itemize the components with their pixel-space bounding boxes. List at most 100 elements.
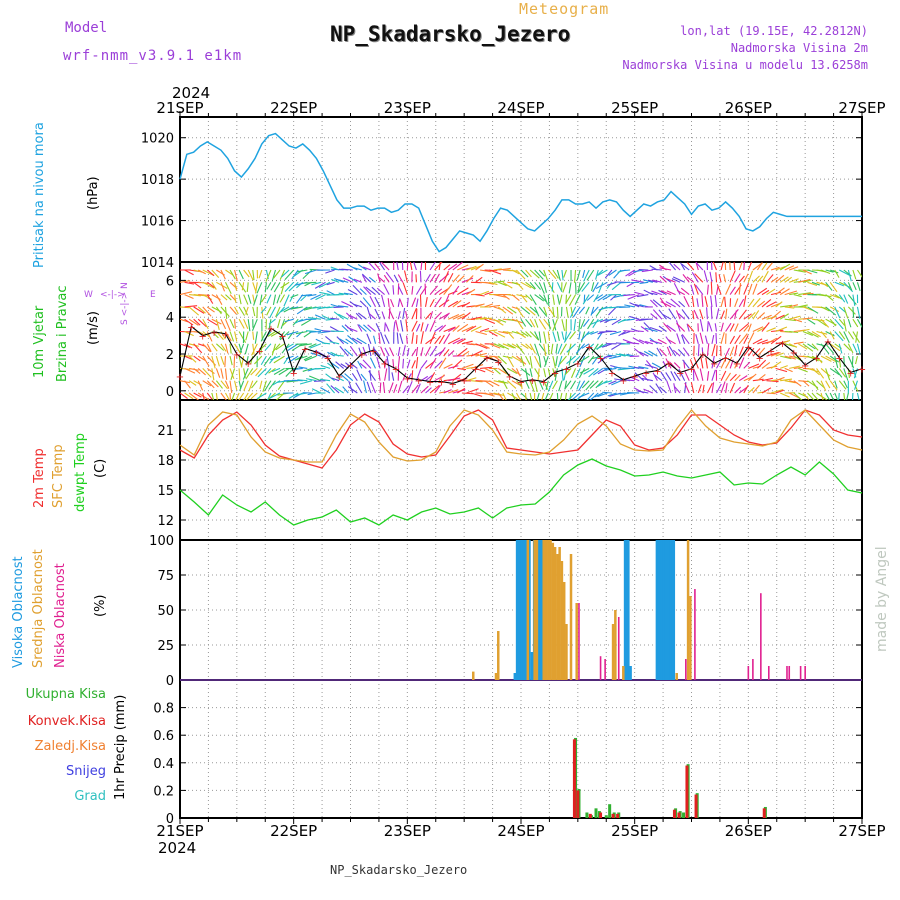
wind-arrow (673, 371, 681, 382)
wind-arrow (497, 367, 508, 375)
wind-arrow (673, 362, 681, 369)
wind-arrow (497, 306, 507, 314)
wind-arrow (365, 286, 376, 296)
low-cloud-bar (804, 666, 806, 680)
wind-arrow (843, 343, 851, 351)
wind-arrow (856, 318, 862, 329)
wind-arrow (825, 294, 834, 301)
wind-arrow (605, 318, 617, 321)
wind-arrow (302, 269, 313, 280)
wind-arrow (556, 269, 561, 281)
wind-arrow (308, 316, 322, 320)
wind-arrow (608, 269, 617, 276)
wind-arrow (599, 318, 608, 323)
wind-arrow (329, 326, 340, 332)
wind-arrow (351, 372, 358, 382)
wind-arrow (643, 388, 654, 394)
wind-arrow (397, 311, 401, 320)
wind-arrow (766, 262, 773, 271)
wind-arrow (452, 325, 460, 332)
wind-arrow (846, 392, 849, 400)
wind-arrow (340, 373, 349, 382)
wind-arrow (272, 380, 281, 386)
wind-speed-marker: + (721, 354, 729, 365)
wind-arrow (847, 269, 852, 282)
wind-arrow (720, 370, 727, 381)
wind-arrow (353, 303, 363, 308)
wind-arrow (434, 273, 440, 283)
wind-arrow (802, 292, 814, 296)
wind-arrow (238, 306, 245, 316)
wind-arrow (331, 278, 340, 283)
wind-arrow (497, 392, 505, 400)
wind-arrow (665, 372, 672, 381)
wind-arrow (180, 343, 190, 348)
wind-arrow (260, 355, 267, 366)
wind-arrow (752, 384, 760, 394)
wind-arrow (434, 311, 442, 320)
wind-arrow (184, 380, 191, 389)
wind-arrow (784, 276, 792, 283)
wind-arrow (452, 285, 460, 295)
wind-arrow (752, 283, 758, 295)
wind-arrow (633, 269, 644, 273)
wind-arrow (834, 368, 843, 378)
wind-arrow (538, 331, 542, 343)
wind-speed-marker: + (676, 368, 684, 379)
y-tick-label: 100 (149, 534, 174, 549)
legend-2m-temp: 2m Temp (32, 448, 47, 508)
mid-cloud-bar (689, 596, 692, 680)
y-tick-label: 21 (157, 424, 174, 439)
wind-arrow (270, 331, 281, 337)
wind-arrow (648, 279, 658, 283)
wind-arrow (538, 306, 548, 317)
wind-legend-e: E (150, 290, 156, 300)
wind-arrow (389, 347, 395, 357)
wind-arrow (590, 306, 595, 316)
wind-arrow (224, 343, 229, 354)
wind-arrow (335, 361, 345, 369)
high-cloud-bar (657, 540, 662, 680)
wind-arrow (569, 306, 577, 318)
wind-arrow (335, 376, 344, 382)
wind-arrow (829, 318, 837, 327)
wind-arrow (438, 299, 450, 308)
wind-arrow (406, 348, 410, 357)
wind-arrow (779, 288, 790, 296)
wind-arrow (489, 281, 498, 286)
wind-arrow (789, 278, 799, 283)
wind-arrow (578, 319, 581, 332)
wind-arrow (362, 346, 367, 357)
wind-arrow (384, 368, 388, 381)
mid-cloud-bar (556, 554, 559, 680)
wind-arrow (383, 284, 390, 295)
wind-arrow (673, 383, 677, 394)
wind-arrow (345, 362, 354, 369)
wind-arrow (779, 392, 790, 398)
mid-cloud-bar (562, 582, 566, 680)
wind-arrow (852, 282, 857, 291)
wind-arrow (543, 331, 547, 344)
wind-arrow (668, 308, 677, 320)
wind-arrow (206, 294, 214, 304)
wind-arrow (502, 343, 515, 349)
wind-arrow (461, 340, 473, 345)
x-tick-label-top: 26SEP (725, 99, 772, 117)
wind-arrow (784, 367, 793, 373)
wind-arrow (706, 343, 710, 357)
wind-arrow (798, 292, 811, 296)
mid-cloud-bar (551, 542, 555, 680)
wind-arrow (353, 267, 363, 271)
wind-arrow (484, 392, 495, 397)
wind-arrow (406, 380, 413, 394)
wind-arrow (378, 262, 386, 271)
wind-arrow (202, 380, 212, 387)
wind-arrow (438, 374, 445, 382)
wind-arrow (281, 269, 290, 278)
convective-precip-bar (572, 739, 576, 818)
wind-arrow (368, 276, 376, 283)
wind-arrow (403, 270, 408, 283)
wind-arrow (291, 343, 304, 352)
wind-speed-marker: + (517, 378, 525, 389)
wind-arrow (609, 355, 622, 360)
